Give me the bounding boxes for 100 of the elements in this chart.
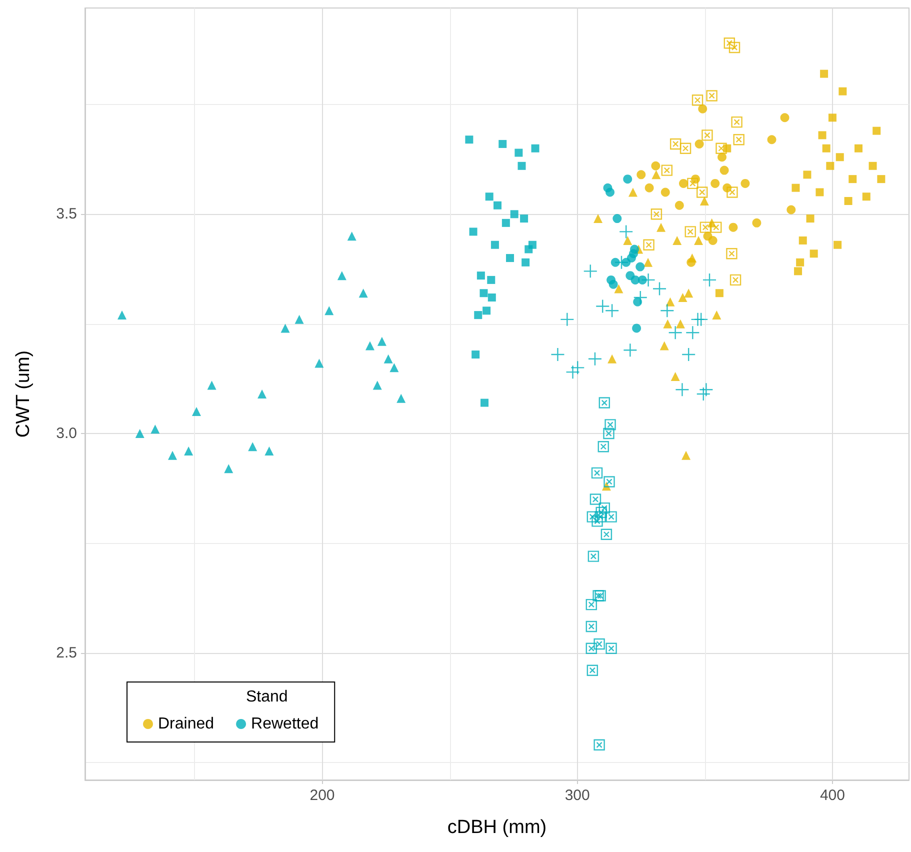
point: [663, 319, 672, 328]
point: [684, 226, 696, 238]
point: [730, 274, 742, 286]
point: [490, 240, 499, 249]
point: [828, 114, 836, 122]
point: [868, 162, 877, 170]
point: [684, 288, 694, 298]
point: [488, 294, 496, 302]
point: [314, 358, 324, 368]
point: [598, 397, 610, 408]
x-tick-label: 400: [820, 787, 845, 804]
point: [698, 104, 708, 114]
point: [520, 214, 528, 223]
point: [877, 175, 886, 184]
point: [636, 262, 645, 272]
point: [682, 450, 691, 460]
point: [603, 428, 614, 440]
point: [604, 476, 615, 488]
point: [786, 205, 796, 214]
point: [502, 218, 510, 227]
point: [377, 336, 386, 346]
point: [596, 506, 607, 518]
y-tick-label: 3.5: [56, 206, 77, 223]
point: [522, 258, 530, 266]
point: [280, 324, 290, 333]
point: [633, 290, 648, 305]
point: [588, 352, 602, 366]
point: [608, 354, 617, 364]
point: [652, 282, 667, 296]
point: [469, 228, 478, 236]
point: [482, 306, 491, 315]
point: [604, 304, 620, 318]
point: [476, 272, 485, 280]
point: [600, 528, 612, 540]
point: [767, 135, 776, 144]
point: [672, 236, 682, 245]
point: [656, 222, 666, 232]
point: [702, 272, 717, 288]
point: [610, 258, 620, 267]
point: [192, 407, 201, 416]
point: [644, 258, 653, 267]
point: [854, 144, 862, 152]
point: [844, 197, 852, 205]
point: [224, 464, 234, 474]
point: [674, 200, 684, 210]
point: [628, 249, 638, 258]
point: [718, 152, 727, 162]
point: [604, 419, 616, 430]
point: [700, 196, 709, 206]
point: [650, 208, 662, 220]
point: [594, 638, 605, 650]
point: [258, 390, 267, 398]
point: [570, 360, 585, 375]
point: [594, 214, 603, 224]
point: [594, 511, 606, 522]
point: [524, 245, 533, 254]
point: [586, 664, 598, 676]
point: [652, 170, 661, 180]
point: [207, 380, 216, 390]
point: [712, 310, 722, 320]
y-axis-title: CWT (um): [13, 350, 34, 438]
point: [796, 258, 804, 266]
point: [598, 441, 609, 452]
point: [184, 446, 194, 456]
point: [384, 354, 393, 364]
point: [518, 162, 526, 170]
point: [644, 183, 654, 192]
point: [752, 218, 762, 228]
point: [694, 139, 704, 148]
point: [822, 144, 830, 152]
point: [710, 178, 720, 188]
legend-label: Rewetted: [251, 716, 319, 732]
point: [358, 288, 368, 298]
point: [660, 341, 669, 350]
point: [687, 178, 698, 190]
point: [487, 276, 496, 284]
point: [248, 442, 258, 452]
y-tick-label: 2.5: [56, 644, 77, 662]
point: [347, 232, 356, 241]
point: [696, 186, 708, 198]
point: [586, 620, 597, 632]
point: [726, 248, 738, 260]
point: [688, 254, 697, 263]
point: [264, 446, 274, 456]
point: [826, 162, 834, 170]
point: [816, 188, 824, 196]
point: [810, 250, 818, 258]
point: [706, 90, 718, 102]
point: [668, 325, 682, 340]
point: [678, 178, 688, 188]
point: [586, 642, 597, 654]
point: [472, 350, 480, 359]
point: [798, 236, 807, 244]
point: [608, 280, 618, 289]
point: [696, 386, 710, 402]
point: [724, 37, 736, 49]
point: [780, 113, 790, 122]
point: [550, 347, 565, 362]
point: [623, 174, 632, 184]
point: [666, 297, 675, 306]
